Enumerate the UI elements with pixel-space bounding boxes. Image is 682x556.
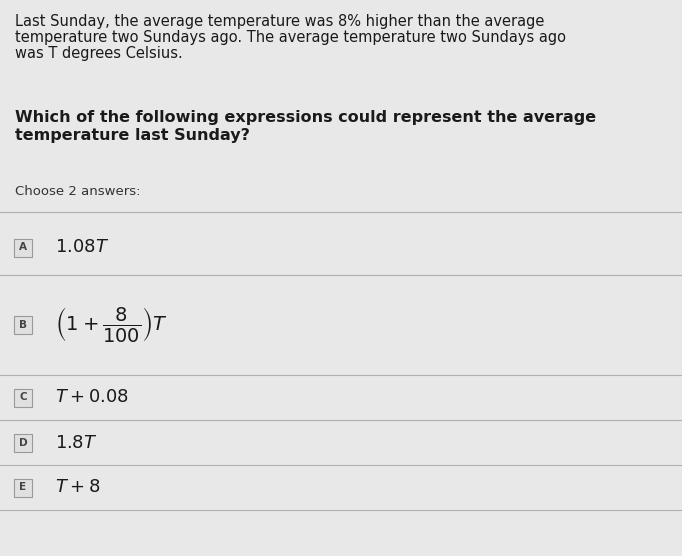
FancyBboxPatch shape <box>14 479 32 497</box>
Text: $\left(1+\dfrac{8}{100}\right)T$: $\left(1+\dfrac{8}{100}\right)T$ <box>55 305 168 345</box>
FancyBboxPatch shape <box>14 316 32 334</box>
Text: D: D <box>18 438 27 448</box>
Text: A: A <box>19 242 27 252</box>
Text: temperature last Sunday?: temperature last Sunday? <box>15 128 250 143</box>
FancyBboxPatch shape <box>14 389 32 406</box>
Text: $1.8T$: $1.8T$ <box>55 434 98 451</box>
Text: Last Sunday, the average temperature was 8% higher than the average: Last Sunday, the average temperature was… <box>15 14 544 29</box>
FancyBboxPatch shape <box>14 434 32 451</box>
FancyBboxPatch shape <box>14 239 32 256</box>
Text: temperature two Sundays ago. The average temperature two Sundays ago: temperature two Sundays ago. The average… <box>15 30 566 45</box>
Text: Which of the following expressions could represent the average: Which of the following expressions could… <box>15 110 596 125</box>
Text: $1.08T$: $1.08T$ <box>55 239 109 256</box>
Text: C: C <box>19 393 27 403</box>
Text: E: E <box>20 483 27 493</box>
Text: $T+8$: $T+8$ <box>55 479 100 497</box>
Text: $T+0.08$: $T+0.08$ <box>55 389 129 406</box>
Text: Choose 2 answers:: Choose 2 answers: <box>15 185 140 198</box>
Text: was T degrees Celsius.: was T degrees Celsius. <box>15 46 183 61</box>
Text: B: B <box>19 320 27 330</box>
